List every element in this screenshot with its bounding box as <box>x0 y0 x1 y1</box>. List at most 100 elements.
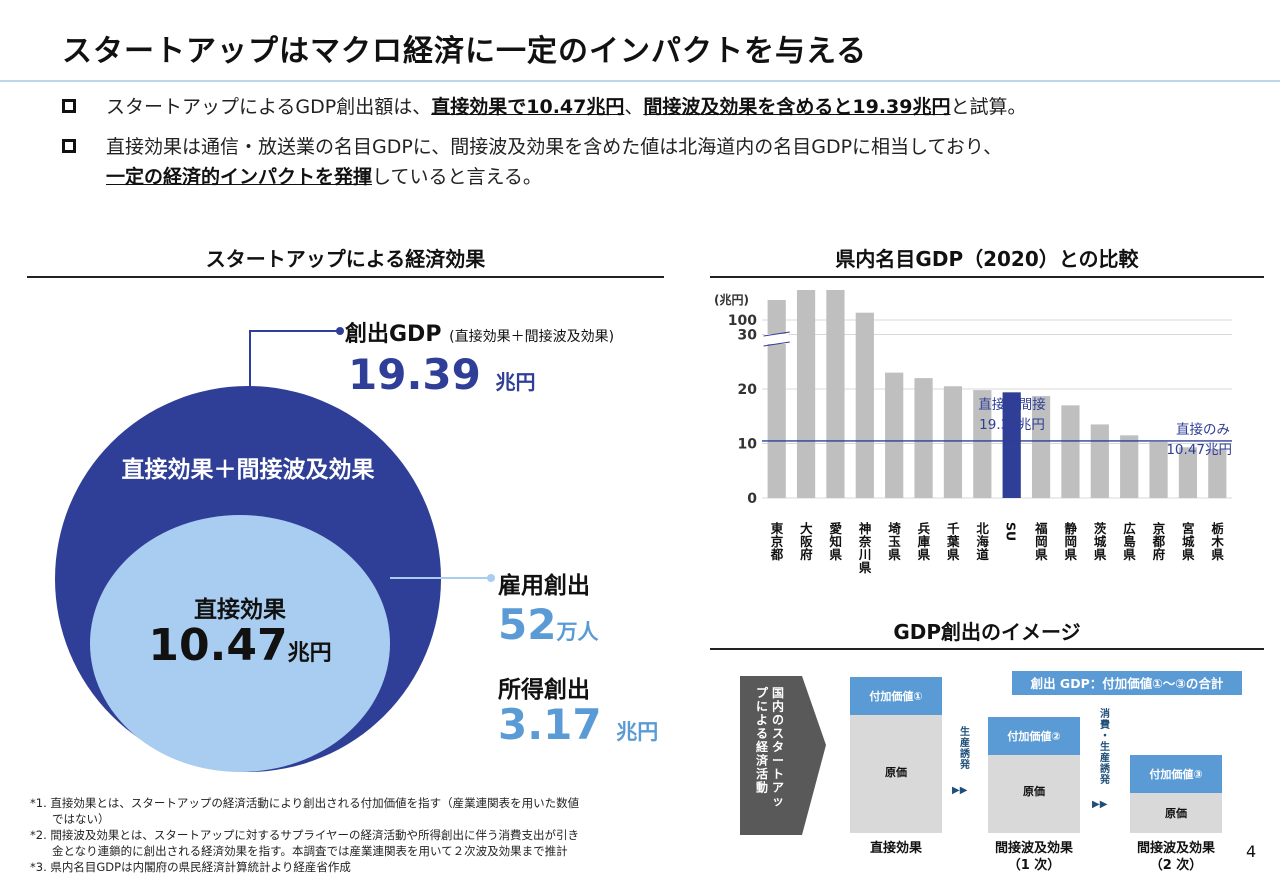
value-added-3-label: 付加価値③ <box>1149 767 1202 781</box>
category-label: 宮城県 <box>1182 521 1195 562</box>
bullet-1-post: と試算。 <box>950 96 1027 118</box>
induced-consumption-label: 消費・生産誘発 <box>1099 707 1111 786</box>
sum-label-box <box>1012 671 1242 695</box>
direct-effect-unit: 兆円 <box>287 641 332 666</box>
gdp-leader-dot <box>336 327 344 335</box>
created-gdp-title: 創出GDP <box>345 322 442 347</box>
created-gdp-label: 創出GDP (直接効果＋間接波及効果) <box>345 316 614 348</box>
category-label: 大阪府 <box>800 521 813 562</box>
footnote-1: *1. 直接効果とは、スタートアップの経済活動により創出される付加価値を指す（産… <box>30 796 580 810</box>
y-tick-label: 100 <box>728 313 757 329</box>
income-value: 3.17 兆円 <box>498 700 658 749</box>
employment-leader-line <box>390 577 490 579</box>
caption-indirect-1: 間接波及効果 <box>995 840 1073 856</box>
bar-SU <box>1002 392 1021 498</box>
category-label: 東京都 <box>770 521 784 562</box>
left-section-rule <box>27 276 664 278</box>
created-gdp-note: (直接効果＋間接波及効果) <box>449 329 615 345</box>
caption-indirect-2-sub: （2 次） <box>1150 857 1203 873</box>
reference-line-value: 10.47兆円 <box>1166 442 1232 458</box>
bar-北海道 <box>973 390 992 498</box>
cost-3-label: 原価 <box>1165 806 1187 820</box>
bullet-2-text: 直接効果は通信・放送業の名目GDPに、間接波及効果を含めた値は北海道内の名目GD… <box>106 132 1256 192</box>
total-effect-label: 直接効果＋間接波及効果 <box>121 457 375 483</box>
category-label: 栃木県 <box>1210 521 1224 562</box>
footnote-2: *2. 間接波及効果とは、スタートアップに対するサプライヤーの経済活動や所得創出… <box>30 828 580 842</box>
created-gdp-number: 19.39 <box>348 350 481 399</box>
bar-広島県 <box>1120 435 1139 498</box>
title-divider <box>0 80 1280 82</box>
bullet-2-pre: 直接効果は通信・放送業の名目GDPに、間接波及効果を含めた値は北海道内の名目GD… <box>106 136 1003 158</box>
left-section-heading: スタートアップによる経済効果 <box>205 247 486 271</box>
bar-神奈川県 <box>855 312 874 498</box>
value-added-1-label: 付加価値① <box>869 689 922 703</box>
bar-兵庫県 <box>914 378 933 498</box>
cost-2-box <box>988 755 1080 833</box>
caption-direct: 直接効果 <box>870 840 922 856</box>
arrow-2-icon: ▶▶ <box>1092 799 1108 810</box>
employment-leader-dot <box>487 574 495 582</box>
bar-茨城県 <box>1090 424 1109 498</box>
su-annotation-value: 19.39兆円 <box>979 417 1045 433</box>
cost-1-box <box>850 715 942 833</box>
gdp-leader-vertical <box>249 330 251 390</box>
category-label: 福岡県 <box>1034 521 1048 562</box>
bar-埼玉県 <box>885 372 904 498</box>
cost-1-label: 原価 <box>885 765 907 779</box>
footnotes: *1. 直接効果とは、スタートアップの経済活動により創出される付加価値を指す（産… <box>30 795 670 875</box>
y-tick-label: 30 <box>738 328 758 344</box>
income-unit: 兆円 <box>616 720 659 744</box>
employment-value: 52万人 <box>498 600 598 649</box>
caption-indirect-1-sub: （1 次） <box>1008 857 1061 873</box>
category-label: 愛知県 <box>828 521 842 562</box>
category-label: 茨城県 <box>1094 521 1107 562</box>
employment-label: 雇用創出 <box>498 573 590 599</box>
bar-京都府 <box>1149 441 1168 498</box>
direct-effect-label: 直接効果 <box>194 597 286 623</box>
category-label: 静岡県 <box>1064 521 1077 562</box>
direct-effect-circle <box>90 515 390 772</box>
category-label: 神奈川県 <box>858 521 872 575</box>
page-title: スタートアップはマクロ経済に一定のインパクトを与える <box>62 34 868 69</box>
income-number: 3.17 <box>498 700 602 749</box>
y-tick-label: 20 <box>738 382 758 398</box>
gdp-creation-diagram: 国内のスタートアップによる経済活動 創出 GDP：付加価値①～③の合計 付加価値… <box>740 671 1242 873</box>
footnote-3: *3. 県内名目GDPは内閣府の県民経済計算統計より経産省作成 <box>30 860 351 874</box>
square-bullet-icon <box>62 139 76 153</box>
axis-break-mark <box>763 331 790 337</box>
category-label: 広島県 <box>1123 521 1136 562</box>
chart-section-heading: 県内名目GDP（2020）との比較 <box>835 247 1139 271</box>
value-added-3-box <box>1130 755 1222 793</box>
direct-effect-number: 10.47 <box>148 620 288 671</box>
category-label: SU <box>1004 522 1019 541</box>
source-chevron <box>740 676 826 835</box>
income-label: 所得創出 <box>498 677 590 703</box>
flow-section-rule <box>710 648 1264 650</box>
created-gdp-value: 19.39 兆円 <box>348 350 535 399</box>
page-number: 4 <box>1246 842 1257 861</box>
bar-栃木県 <box>1208 448 1227 498</box>
employment-unit: 万人 <box>556 620 599 644</box>
created-gdp-unit: 兆円 <box>495 370 536 394</box>
bullet-1-pre: スタートアップによるGDP創出額は、 <box>106 96 432 118</box>
y-tick-label: 0 <box>747 491 757 507</box>
value-added-1-box <box>850 677 942 715</box>
cost-3-box <box>1130 793 1222 833</box>
category-label: 埼玉県 <box>888 521 901 562</box>
y-axis-unit: (兆円) <box>714 292 749 307</box>
flow-section-heading: GDP創出のイメージ <box>893 620 1081 644</box>
cost-2-label: 原価 <box>1023 784 1045 798</box>
gdp-leader-horizontal <box>249 330 339 332</box>
sum-label: 創出 GDP：付加価値①～③の合計 <box>1030 676 1224 691</box>
category-label: 兵庫県 <box>917 521 931 562</box>
square-bullet-icon <box>62 99 76 113</box>
category-label: 京都府 <box>1152 521 1166 562</box>
chart-section-rule <box>710 276 1264 278</box>
reference-line-label: 直接のみ <box>1176 421 1230 438</box>
induced-production-label: 生産誘発 <box>959 725 971 771</box>
value-added-2-label: 付加価値② <box>1007 729 1060 743</box>
bullet-1-mid: 、 <box>624 96 644 118</box>
y-tick-label: 10 <box>738 437 758 453</box>
footnote-1-cont: ではない） <box>52 812 110 826</box>
footnote-2-cont: 金となり連鎖的に創出される経済効果を指す。本調査では産業連関表を用いて２次波及効… <box>52 844 568 858</box>
